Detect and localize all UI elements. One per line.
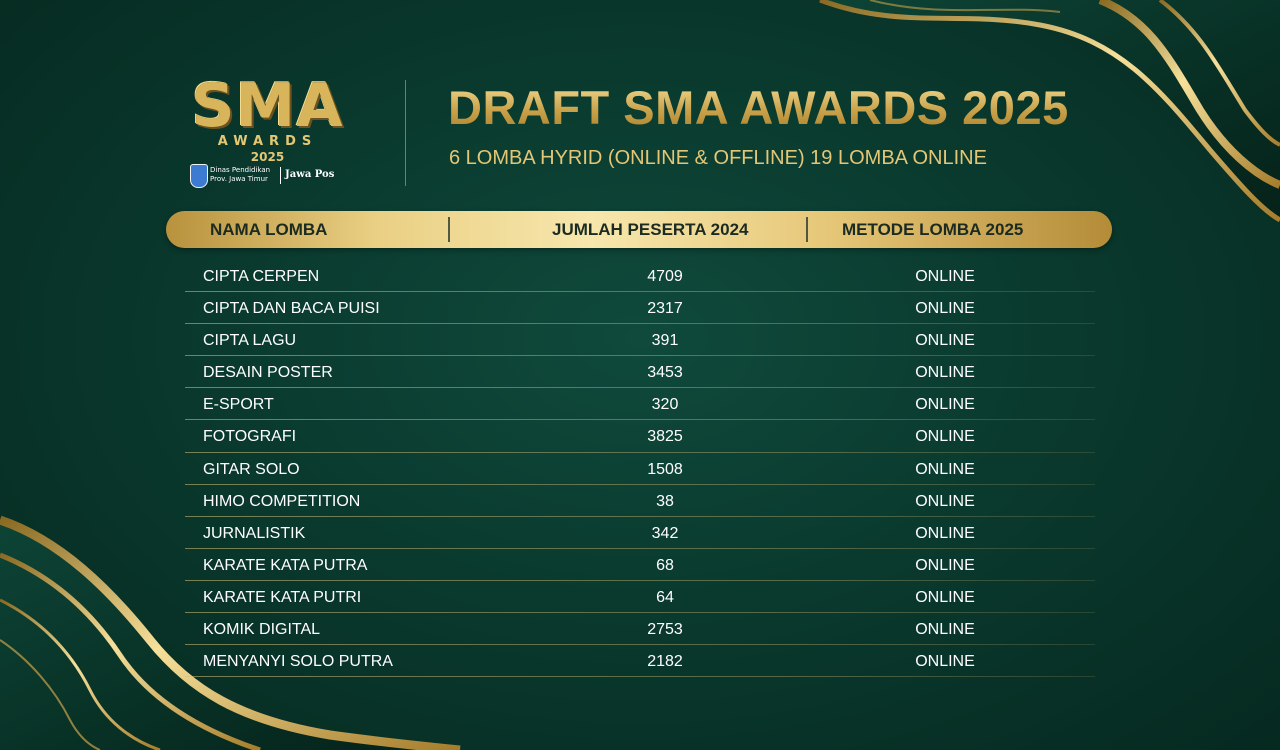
table-row: E-SPORT 320 ONLINE [185, 388, 1095, 421]
table-row: CIPTA LAGU 391 ONLINE [185, 324, 1095, 357]
cell-name: MENYANYI SOLO PUTRA [203, 653, 393, 671]
table-row: KARATE KATA PUTRA 68 ONLINE [185, 549, 1095, 582]
cell-count: 391 [651, 332, 679, 350]
cell-count: 2753 [647, 621, 683, 639]
logo-separator [280, 167, 281, 184]
cell-name: HIMO COMPETITION [203, 492, 361, 510]
cell-method: ONLINE [915, 300, 975, 318]
header-divider [405, 80, 406, 186]
cell-name: FOTOGRAFI [203, 428, 297, 446]
cell-count: 64 [656, 588, 674, 606]
cell-method: ONLINE [915, 492, 975, 510]
cell-count: 4709 [647, 268, 683, 285]
table-row: DESAIN POSTER 3453 ONLINE [185, 356, 1095, 389]
column-header-method: METODE LOMBA 2025 [842, 220, 1024, 239]
cell-method: ONLINE [915, 268, 975, 285]
cell-method: ONLINE [915, 428, 975, 446]
table-row: HIMO COMPETITION 38 ONLINE [185, 485, 1095, 517]
table-body: CIPTA CERPEN 4709 ONLINE CIPTA DAN BACA … [185, 260, 1095, 678]
cell-name: E-SPORT [203, 396, 274, 414]
cell-method: ONLINE [915, 524, 975, 542]
table-header: NAMA LOMBA JUMLAH PESERTA 2024 METODE LO… [166, 211, 1112, 248]
page-title: DRAFT SMA AWARDS 2025 [448, 82, 1148, 134]
cell-name: DESAIN POSTER [203, 364, 333, 382]
table-row: JURNALISTIK 342 ONLINE [185, 517, 1095, 549]
cell-name: GITAR SOLO [203, 460, 300, 478]
jatim-emblem-icon [190, 164, 208, 188]
cell-count: 2182 [647, 653, 683, 671]
cell-method: ONLINE [915, 653, 975, 671]
table-row: MENYANYI SOLO PUTRA 2182 ONLINE [185, 645, 1095, 678]
column-header-name: NAMA LOMBA [210, 220, 328, 239]
cell-count: 2317 [647, 300, 683, 318]
page-subtitle: 6 LOMBA HYRID (ONLINE & OFFLINE) 19 LOMB… [449, 147, 987, 169]
cell-method: ONLINE [915, 621, 975, 639]
logo-sma-text: SMA [191, 71, 344, 141]
cell-method: ONLINE [915, 332, 975, 350]
cell-name: KARATE KATA PUTRI [203, 588, 362, 606]
table-row: CIPTA CERPEN 4709 ONLINE [185, 260, 1095, 293]
cell-count: 342 [651, 524, 679, 542]
logo-year-text: 2025 [250, 150, 285, 164]
cell-method: ONLINE [915, 364, 975, 382]
cell-count: 1508 [647, 460, 683, 478]
cell-name: KARATE KATA PUTRA [203, 556, 368, 574]
cell-count: 38 [656, 492, 674, 510]
cell-count: 3453 [647, 364, 683, 382]
table-row: FOTOGRAFI 3825 ONLINE [185, 420, 1095, 453]
logo-awards-text: AWARDS [217, 134, 318, 149]
table-row: CIPTA DAN BACA PUISI 2317 ONLINE [185, 292, 1095, 325]
cell-count: 68 [656, 556, 674, 574]
cell-method: ONLINE [915, 588, 975, 606]
logo-dinas-text: Dinas Pendidikan Prov. Jawa Timur [210, 166, 271, 183]
cell-count: 320 [651, 396, 679, 414]
cell-name: CIPTA CERPEN [203, 268, 320, 285]
column-header-count: JUMLAH PESERTA 2024 [552, 220, 749, 239]
cell-method: ONLINE [915, 460, 975, 478]
cell-method: ONLINE [915, 556, 975, 574]
table-row: KOMIK DIGITAL 2753 ONLINE [185, 613, 1095, 646]
cell-name: CIPTA LAGU [203, 332, 297, 350]
cell-method: ONLINE [915, 396, 975, 414]
table-row: GITAR SOLO 1508 ONLINE [185, 453, 1095, 485]
column-separator [806, 217, 808, 242]
cell-name: CIPTA DAN BACA PUISI [203, 300, 380, 318]
table-row: KARATE KATA PUTRI 64 ONLINE [185, 581, 1095, 614]
cell-name: JURNALISTIK [203, 524, 306, 542]
column-separator [448, 217, 450, 242]
cell-name: KOMIK DIGITAL [203, 621, 321, 639]
logo-jawapos-text: Jawa Pos [285, 169, 335, 180]
cell-count: 3825 [647, 428, 683, 446]
sma-awards-logo: SMA AWARDS 2025 Dinas Pendidikan Prov. J… [180, 74, 355, 194]
